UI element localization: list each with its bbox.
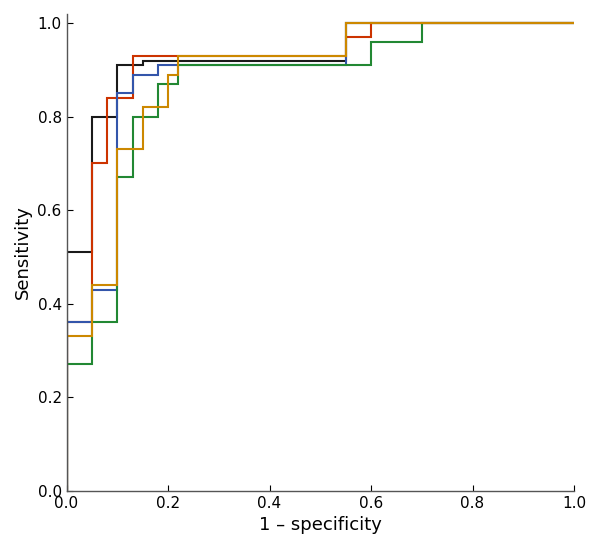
X-axis label: 1 – specificity: 1 – specificity — [259, 516, 382, 534]
Y-axis label: Sensitivity: Sensitivity — [14, 206, 32, 299]
